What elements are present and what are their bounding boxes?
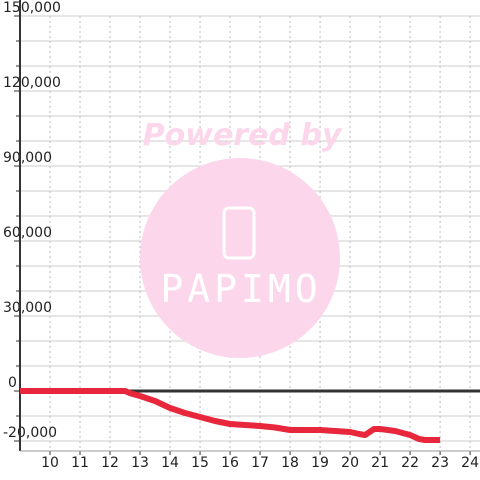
x-tick-label: 11: [71, 455, 89, 471]
x-tick-label: 21: [371, 455, 389, 471]
x-tick-label: 12: [101, 455, 119, 471]
y-tick-label: 60,000: [3, 225, 52, 241]
watermark-brand: PAPIMO: [160, 267, 321, 311]
x-tick-label: 16: [221, 455, 239, 471]
watermark-text: Powered by: [143, 118, 343, 153]
x-tick-label: 17: [251, 455, 269, 471]
x-tick-label: 15: [191, 455, 209, 471]
x-tick-label: 13: [131, 455, 149, 471]
data-line: [20, 388, 441, 443]
x-tick-label: 10: [41, 455, 59, 471]
x-tick-label: 23: [431, 455, 449, 471]
x-tick-label: 20: [341, 455, 359, 471]
watermark: Powered by PAPIMO: [140, 118, 343, 358]
y-tick-label: 0: [8, 375, 17, 391]
y-tick-label: 90,000: [3, 150, 52, 166]
watermark-phone: [222, 206, 256, 260]
y-tick-label: 150,000: [3, 0, 61, 16]
y-tick-label: -20,000: [3, 425, 57, 441]
y-tick-label: 120,000: [3, 75, 61, 91]
x-tick-label: 18: [281, 455, 299, 471]
x-tick-label: 22: [401, 455, 419, 471]
x-tick-label: 24: [461, 455, 479, 471]
x-tick-label: 19: [311, 455, 329, 471]
y-tick-label: 30,000: [3, 300, 52, 316]
x-tick-label: 14: [161, 455, 179, 471]
